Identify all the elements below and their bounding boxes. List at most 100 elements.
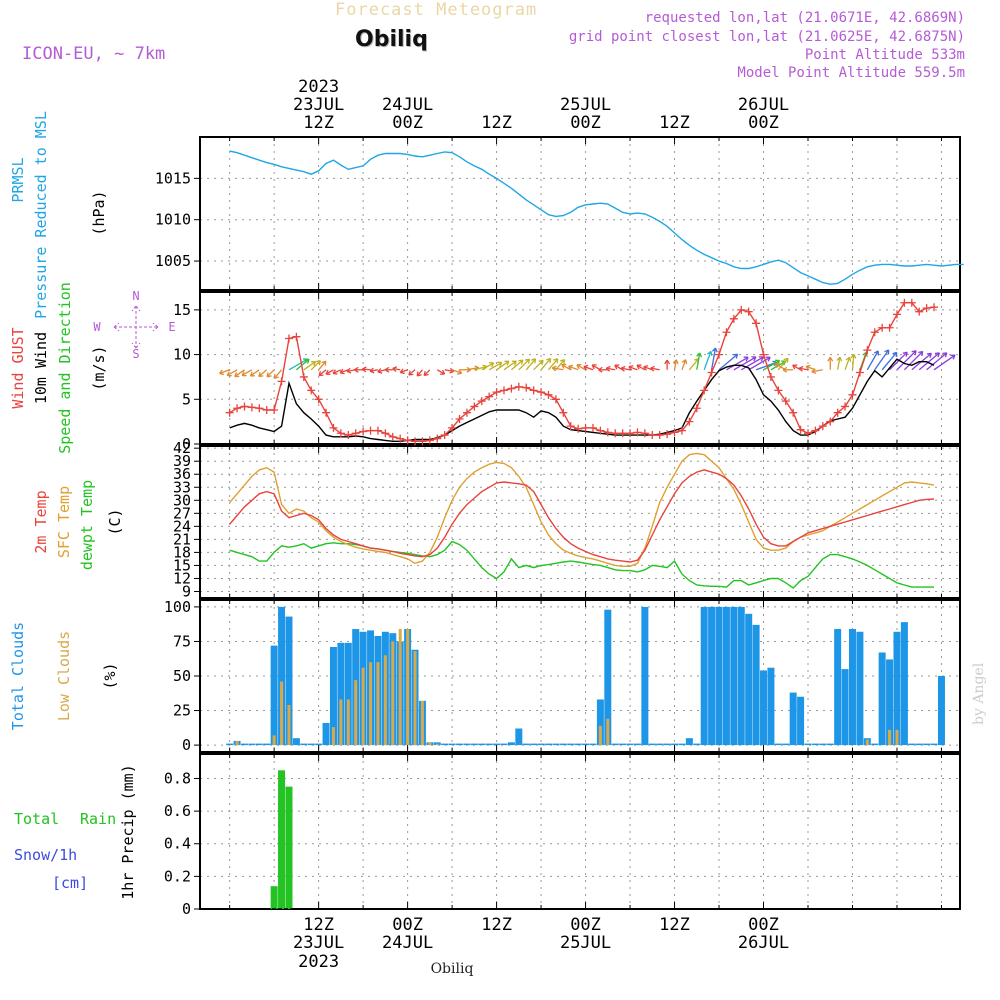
bottom-hour-label: 12Z (659, 915, 690, 935)
gust-marker (559, 408, 568, 417)
total-cloud-bar (656, 743, 664, 746)
wind-arrow-head (504, 360, 510, 366)
total-cloud-bar (789, 692, 797, 746)
total-cloud-bar (507, 742, 515, 746)
wind-arrow (811, 369, 823, 373)
wind-arrow-head (249, 371, 256, 377)
wind-arrow (933, 354, 956, 371)
wind-arrow-head (751, 356, 757, 362)
wind-arrow (518, 358, 530, 371)
wind-arrow (837, 356, 841, 370)
wind-arrow-head (219, 369, 225, 376)
y-tick-label: 24 (173, 517, 191, 535)
gust-marker (878, 323, 887, 332)
compass-n: N (132, 289, 139, 303)
y-tick-label: 1015 (155, 169, 191, 187)
panel-frame (199, 599, 961, 753)
gust-marker (470, 402, 479, 411)
wind-arrow (400, 369, 408, 374)
total-cloud-bar (908, 743, 916, 746)
total-cloud-bar (671, 743, 679, 746)
total-cloud-bar (441, 743, 449, 746)
wind-arrow-head (926, 352, 932, 358)
total-cloud-bar (797, 696, 805, 746)
total-cloud-bar (604, 609, 612, 746)
low-cloud-bar (272, 735, 276, 746)
gust-marker (336, 429, 345, 438)
wind-arrow (362, 368, 371, 371)
low-cloud-bar (280, 681, 284, 746)
wind-arrow (226, 369, 238, 377)
wind-arrow-head (399, 368, 405, 375)
wind-arrow-head (805, 364, 811, 371)
total-cloud-bar (767, 667, 775, 746)
wind-arrow (392, 367, 401, 371)
wind-arrow-head (530, 358, 537, 364)
snow-unit: [cm] (52, 874, 88, 892)
wind-arrow (844, 357, 851, 371)
wind-arrow-head (369, 367, 375, 374)
wind-arrow-head (706, 350, 713, 356)
wind-arrow (219, 369, 230, 375)
total-cloud-bar (760, 670, 768, 746)
wind-arrow-head (561, 363, 567, 369)
wind-arrow (688, 358, 700, 371)
panel-frame (199, 445, 961, 599)
low-cloud-bar (420, 700, 424, 746)
y-tick-label: 9 (182, 582, 191, 600)
chart-title: Forecast Meteogram (335, 0, 538, 20)
point-altitude: Point Altitude 533m (804, 47, 965, 63)
wind-arrow-head (811, 368, 817, 375)
gust-marker (759, 350, 768, 359)
gust-marker (425, 436, 434, 445)
gust-marker (804, 429, 812, 438)
wind-arrow (583, 365, 594, 371)
wind-arrow-head (902, 351, 908, 357)
y-tick-label: 10 (173, 346, 191, 364)
total-cloud-bar (715, 606, 723, 746)
gust-marker (440, 431, 449, 440)
bottom-hour-label: 00Z (570, 915, 601, 935)
wind-arrow-head (576, 363, 582, 370)
gust-marker (322, 408, 331, 417)
total-cloud-bar (626, 743, 634, 746)
gust-marker (655, 431, 664, 440)
total-cloud-bar (493, 743, 501, 746)
wind-arrow-head (361, 366, 367, 373)
gust-marker (574, 424, 583, 433)
wind-arrow-head (583, 364, 589, 371)
wind-arrow (510, 359, 524, 371)
total-cloud-bar (737, 606, 745, 746)
wind-arrow (436, 369, 445, 375)
wind-arrow (408, 369, 416, 376)
low-cloud-bar (383, 655, 387, 746)
total-cloud-bar (567, 743, 575, 746)
wind-arrow-head (511, 360, 517, 366)
total-cloud-bar (834, 629, 842, 746)
model-label: ICON-EU, ~ 7km (22, 44, 166, 64)
gust-marker (796, 425, 805, 434)
bottom-hour-label: 00Z (392, 915, 423, 935)
wind-arrow-head (524, 358, 531, 364)
footer-location: Obiliq (431, 961, 474, 977)
gust-marker (677, 426, 686, 435)
low-cloud-bar (865, 739, 869, 746)
gust-marker (314, 395, 323, 404)
wind-arrow (918, 352, 940, 371)
panel-pressure: 1005 1010 1015 (155, 136, 961, 291)
gust-marker (626, 429, 635, 438)
low-cloud-bar (413, 651, 417, 746)
gust-marker (930, 303, 939, 312)
top-hour-label: 12Z (303, 113, 334, 133)
top-date-label: 25JUL (560, 95, 611, 115)
total-cloud-bar (641, 606, 649, 746)
wind-arrow-head (457, 369, 463, 375)
total-cloud-bar (900, 622, 908, 746)
low-cloud-bar (428, 742, 432, 746)
temp-unit: (C) (106, 508, 124, 535)
top-date-label: 24JUL (382, 95, 433, 115)
total-cloud-bar (285, 616, 293, 746)
wind-arrow (777, 357, 789, 371)
total-cloud-bar (856, 631, 864, 746)
y-tick-label: 0.6 (164, 802, 191, 820)
